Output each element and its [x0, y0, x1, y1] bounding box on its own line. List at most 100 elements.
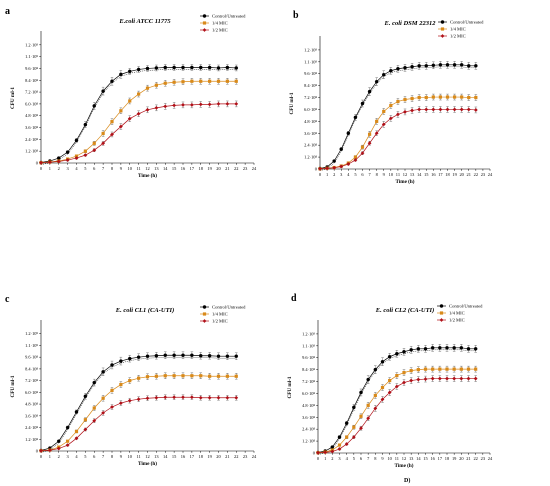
data-point	[474, 64, 478, 68]
data-point	[39, 448, 43, 453]
x-axis-label: Time (h)	[138, 172, 157, 179]
data-point	[234, 395, 239, 400]
data-point	[360, 151, 365, 156]
data-point	[473, 347, 478, 351]
data-point	[403, 66, 407, 70]
data-point	[181, 102, 185, 107]
y-tick-label: 1.2·10⁹	[302, 331, 315, 336]
data-point	[74, 429, 79, 434]
x-tick-label: 14	[416, 456, 421, 461]
data-point	[101, 410, 106, 415]
data-point	[366, 416, 371, 421]
data-point	[234, 354, 238, 358]
x-tick-label: 2	[58, 454, 60, 459]
y-tick-label: 7.2·10⁸	[25, 90, 38, 95]
data-point	[145, 375, 150, 379]
x-tick-label: 21	[225, 166, 229, 171]
data-point	[154, 353, 159, 358]
x-tick-label: 14	[163, 454, 168, 459]
data-point	[83, 427, 88, 432]
data-point	[452, 107, 457, 112]
data-point	[474, 367, 478, 371]
legend-label: Control/Untreated	[450, 20, 484, 25]
y-tick-label: 1.2·10⁹	[25, 331, 38, 336]
series-line	[317, 378, 476, 454]
panel-letter: a	[5, 6, 10, 17]
data-point	[431, 367, 435, 371]
data-point	[163, 81, 167, 85]
data-point	[409, 348, 413, 352]
series-diamond	[39, 394, 239, 453]
data-point	[337, 443, 342, 447]
data-point	[445, 95, 450, 99]
data-point	[92, 148, 97, 153]
data-point	[198, 353, 203, 358]
data-point	[353, 155, 358, 159]
x-tick-label: 14	[417, 172, 422, 177]
x-tick-label: 0	[40, 166, 43, 171]
x-tick-label: 10	[128, 454, 133, 459]
x-tick-label: 17	[438, 172, 443, 177]
data-point	[366, 377, 370, 382]
x-tick-label: 9	[120, 166, 123, 171]
series-line	[319, 96, 476, 170]
x-tick-label: 12	[402, 456, 406, 461]
y-tick-label: 4.8·10⁸	[302, 403, 315, 408]
x-tick-label: 0	[317, 456, 320, 461]
x-tick-label: 21	[225, 454, 229, 459]
data-point	[445, 63, 450, 67]
data-point	[367, 132, 372, 136]
data-point	[154, 66, 159, 70]
series-diamond	[39, 100, 239, 165]
x-tick-label: 1	[49, 454, 51, 459]
data-point	[119, 72, 123, 77]
data-point	[445, 376, 449, 381]
data-point	[352, 425, 356, 429]
data-point	[65, 425, 70, 430]
data-point	[359, 390, 363, 395]
y-tick-label: 0	[36, 161, 39, 166]
data-point	[190, 353, 194, 357]
data-point	[339, 164, 344, 169]
data-point	[208, 374, 212, 378]
data-point	[225, 79, 229, 83]
legend-label: 1/2 MIC	[450, 34, 466, 39]
data-point	[118, 124, 123, 129]
data-point	[373, 406, 378, 411]
y-tick-label: 3.6·10⁸	[25, 125, 38, 130]
data-point	[154, 395, 159, 400]
data-point	[145, 354, 150, 358]
data-point	[466, 367, 471, 371]
x-tick-label: 6	[360, 456, 363, 461]
y-tick-label: 1.2·10⁸	[25, 149, 38, 154]
data-point	[189, 395, 194, 400]
data-point	[424, 95, 428, 100]
chart-title: E. coli CL2 (CA-UTI)	[375, 307, 435, 314]
data-point	[466, 347, 471, 351]
data-point	[417, 107, 422, 112]
series-line	[40, 396, 237, 452]
data-point	[353, 115, 358, 120]
data-point	[438, 367, 442, 371]
data-point	[360, 101, 365, 106]
x-tick-label: 24	[488, 172, 493, 177]
x-tick-label: 11	[395, 456, 399, 461]
data-point	[181, 395, 185, 400]
data-point	[339, 147, 343, 151]
data-point	[374, 131, 379, 136]
data-point	[330, 445, 335, 449]
data-point	[136, 355, 141, 359]
data-point	[154, 374, 158, 378]
y-tick-label: 3.6·10⁸	[304, 131, 317, 136]
data-point	[381, 72, 386, 77]
data-point	[351, 435, 356, 440]
chart-panel-c: cE. coli CL1 (CA-UTI)0 1 2 3 4 5 6 7 8 9 10 11 12 13 1…	[5, 294, 257, 467]
data-point	[416, 377, 421, 382]
data-point	[56, 446, 61, 451]
y-tick-label: 8.4·10⁸	[302, 367, 315, 372]
y-tick-label: 6.0·10⁸	[304, 107, 317, 112]
x-tick-label: 4	[347, 172, 350, 177]
data-point	[216, 102, 221, 106]
x-tick-label: 19	[207, 166, 212, 171]
data-point	[396, 67, 400, 71]
